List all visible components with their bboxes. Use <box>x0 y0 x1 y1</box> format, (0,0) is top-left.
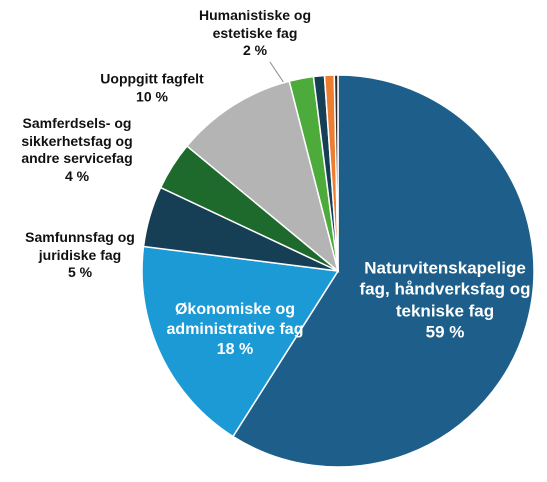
value-label: 2 % <box>242 41 268 58</box>
category-label: Uoppgitt fagfelt <box>100 70 204 87</box>
pie-slice <box>231 74 535 468</box>
value-label: 59 % <box>425 322 465 342</box>
slice-label: Humanistiske og estetiske fag 2 % <box>185 7 325 60</box>
slice-label: Uoppgitt fagfelt 10 % <box>92 71 212 106</box>
slice-label: Samferdsels- og sikkerhetsfag og andre s… <box>7 115 147 185</box>
pie-slice <box>185 80 340 274</box>
category-label: Samfunnsfag og juridiske fag <box>25 228 135 263</box>
slice-label: Naturvitenskapelige fag, håndverksfag og… <box>350 258 540 343</box>
value-label: 4 % <box>64 167 90 184</box>
pie-slice <box>333 74 339 272</box>
category-label: Naturvitenskapelige fag, håndverksfag og… <box>359 258 531 321</box>
category-label: Økonomiske og administrative fag <box>166 301 304 338</box>
category-label: Humanistiske og estetiske fag <box>198 6 312 41</box>
slice-label: Samfunnsfag og juridiske fag 5 % <box>10 229 150 282</box>
category-label: Samferdsels- og sikkerhetsfag og andre s… <box>21 115 133 166</box>
pie-slice <box>141 245 340 438</box>
slice-label: Økonomiske og administrative fag 18 % <box>160 300 310 360</box>
value-label: 5 % <box>67 263 93 280</box>
value-label: 10 % <box>136 88 168 104</box>
value-label: 18 % <box>216 341 254 358</box>
